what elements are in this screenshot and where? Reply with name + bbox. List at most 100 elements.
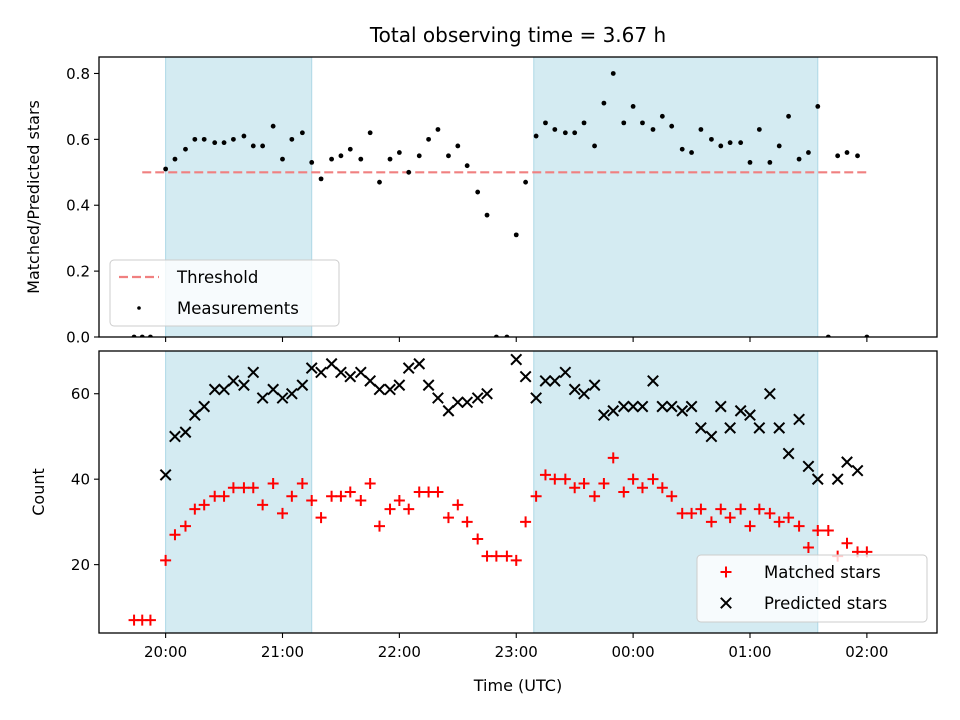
data-point	[656, 482, 668, 494]
data-point	[490, 550, 502, 562]
data-point	[227, 482, 239, 494]
legend-label: Matched stars	[764, 563, 881, 582]
data-point	[355, 495, 367, 507]
data-point	[627, 400, 640, 413]
data-point	[659, 113, 665, 119]
y-tick-label: 0.8	[66, 65, 90, 83]
data-point	[461, 516, 473, 528]
data-point	[695, 503, 707, 515]
data-point	[709, 136, 714, 142]
data-point	[452, 499, 464, 511]
count-series	[128, 353, 873, 626]
data-point	[598, 477, 610, 489]
data-point	[377, 179, 382, 185]
data-point	[159, 469, 172, 481]
data-point	[734, 404, 747, 417]
x-tick-label: 00:00	[612, 643, 655, 661]
data-point	[636, 482, 648, 494]
data-point	[364, 477, 376, 489]
data-point	[578, 387, 590, 400]
y-axis-label: Matched/Predicted stars	[24, 100, 43, 294]
data-point	[296, 477, 308, 489]
data-point	[270, 123, 276, 129]
x-tick-label: 21:00	[261, 643, 304, 661]
data-point	[315, 366, 327, 379]
data-point	[559, 473, 571, 485]
data-point	[179, 520, 191, 532]
data-point	[724, 422, 737, 434]
data-point	[665, 400, 678, 413]
data-point	[831, 473, 844, 486]
data-point	[189, 503, 201, 515]
data-point	[208, 383, 221, 396]
y-tick-label: 0.6	[66, 131, 90, 149]
x-tick-label: 22:00	[378, 643, 421, 661]
data-point	[753, 422, 766, 434]
legend-marker-handle	[720, 566, 732, 578]
data-point	[756, 127, 762, 132]
data-point	[276, 392, 289, 404]
data-point	[144, 614, 156, 626]
data-point	[822, 524, 834, 536]
data-point	[543, 120, 548, 126]
data-point	[705, 430, 718, 443]
data-point	[358, 156, 364, 162]
data-point	[744, 520, 756, 532]
data-point	[530, 490, 542, 502]
data-point	[435, 127, 441, 132]
data-point	[679, 146, 685, 152]
x-tick-label: 23:00	[495, 643, 538, 661]
data-point	[588, 379, 601, 392]
data-point	[393, 495, 405, 507]
data-point	[296, 379, 309, 392]
data-point	[169, 529, 181, 541]
data-point	[318, 176, 324, 182]
data-point	[451, 396, 464, 409]
data-point	[569, 482, 581, 494]
data-point	[218, 383, 230, 396]
data-point	[738, 140, 744, 146]
data-point	[305, 362, 318, 374]
data-point	[698, 127, 704, 132]
data-point	[744, 409, 756, 421]
data-point	[347, 146, 353, 152]
data-point	[578, 477, 590, 489]
data-point	[523, 179, 528, 185]
data-point	[364, 375, 377, 387]
data-point	[464, 163, 470, 169]
data-point	[601, 100, 607, 106]
data-point	[676, 507, 688, 519]
data-point	[326, 490, 338, 502]
x-tick-label: 20:00	[144, 643, 187, 661]
ratio-series	[131, 71, 870, 337]
data-point	[354, 366, 367, 379]
data-point	[519, 370, 532, 383]
data-point	[767, 160, 773, 165]
data-point	[442, 512, 454, 524]
data-point	[589, 490, 601, 502]
shaded-interval	[165, 350, 313, 634]
y-tick-label: 60	[71, 385, 90, 403]
data-point	[276, 507, 288, 519]
data-point	[562, 130, 568, 136]
data-point	[618, 486, 630, 498]
data-point	[475, 189, 481, 195]
data-point	[335, 366, 347, 379]
data-point	[764, 507, 776, 519]
data-point	[776, 143, 782, 149]
data-point	[286, 490, 298, 502]
data-point	[695, 422, 707, 434]
data-point	[384, 383, 396, 396]
data-point	[572, 130, 578, 136]
y-tick-label: 20	[71, 556, 90, 574]
data-point	[280, 156, 285, 162]
data-point	[172, 156, 178, 162]
data-point	[835, 153, 841, 159]
data-point	[422, 379, 435, 392]
data-point	[267, 477, 279, 489]
data-point	[241, 133, 247, 139]
data-point	[669, 123, 675, 129]
data-point	[559, 366, 572, 379]
data-point	[416, 153, 422, 159]
